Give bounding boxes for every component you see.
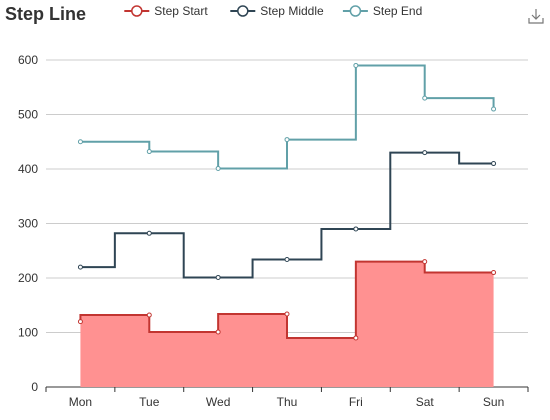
y-tick-label: 400 — [18, 162, 38, 176]
data-point-step-end — [422, 95, 428, 101]
data-point-step-middle — [215, 274, 221, 280]
series-step-start — [77, 259, 497, 387]
data-point-step-end — [491, 106, 497, 112]
x-tick-label: Sat — [416, 395, 435, 409]
legend-icon-marker — [349, 5, 362, 17]
data-point-step-start — [215, 329, 221, 335]
data-point-step-middle — [491, 161, 497, 167]
legend: Step Start Step Middle Step End — [124, 4, 422, 18]
legend-item-step-start[interactable]: Step Start — [124, 4, 208, 18]
data-point-step-middle — [353, 226, 359, 232]
data-point-step-start — [284, 311, 290, 317]
legend-label: Step Start — [154, 4, 208, 18]
x-tick-label: Tue — [139, 395, 160, 409]
data-point-step-middle — [284, 256, 290, 262]
data-point-step-start — [146, 312, 152, 318]
x-tick-label: Wed — [206, 395, 230, 409]
legend-item-step-middle[interactable]: Step Middle — [230, 4, 324, 18]
data-point-step-end — [284, 137, 290, 143]
legend-label: Step End — [373, 4, 422, 18]
data-point-step-middle — [146, 230, 152, 236]
x-tick-label: Thu — [277, 395, 298, 409]
legend-icon-marker — [131, 5, 143, 17]
series-step-end — [77, 62, 497, 171]
legend-icon-marker — [237, 5, 249, 17]
legend-label: Step Middle — [260, 4, 324, 18]
chart-title: Step Line — [5, 4, 86, 24]
data-point-step-end — [353, 62, 359, 68]
x-axis: Mon Tue Wed Thu Fri Sat Sun — [45, 386, 529, 409]
y-tick-label: 100 — [18, 326, 38, 340]
y-tick-label: 500 — [18, 108, 38, 122]
y-tick-label: 600 — [18, 53, 38, 67]
x-tick-label: Mon — [69, 395, 92, 409]
legend-item-step-end[interactable]: Step End — [342, 4, 422, 18]
data-point-step-start — [353, 335, 359, 341]
y-axis: 0 100 200 300 400 500 600 — [18, 53, 38, 394]
y-tick-label: 0 — [31, 380, 38, 394]
data-point-step-end — [215, 165, 221, 171]
data-point-step-start — [491, 270, 497, 276]
download-icon — [528, 9, 544, 24]
series-layer — [77, 62, 497, 387]
data-point-step-middle — [422, 150, 428, 156]
x-tick-label: Sun — [483, 395, 504, 409]
y-tick-label: 200 — [18, 271, 38, 285]
x-tick-label: Fri — [349, 395, 363, 409]
data-point-step-end — [146, 149, 152, 155]
series-step-middle — [77, 150, 497, 280]
data-point-step-end — [77, 139, 83, 145]
data-point-step-middle — [77, 264, 83, 270]
data-point-step-start — [77, 319, 83, 325]
data-point-step-start — [422, 259, 428, 265]
y-tick-label: 300 — [18, 217, 38, 231]
download-button[interactable] — [526, 6, 546, 26]
